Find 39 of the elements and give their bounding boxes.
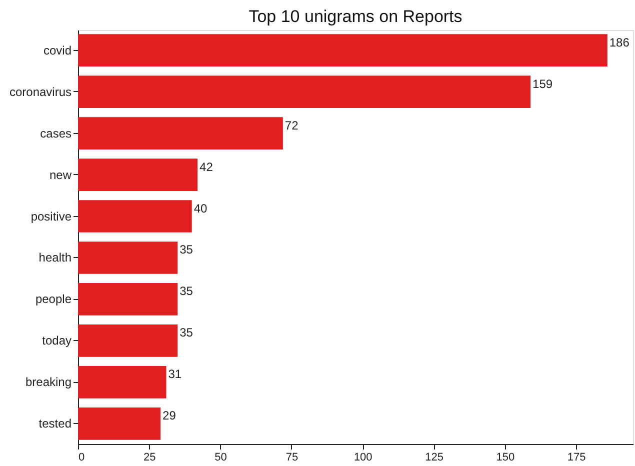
- y-tick-label: new: [49, 168, 72, 182]
- data-label: 31: [168, 367, 182, 382]
- y-tick-label: positive: [30, 209, 72, 224]
- bar: [78, 366, 166, 398]
- x-tick-label: 175: [567, 452, 586, 464]
- x-tick-label: 25: [144, 452, 156, 464]
- bar: [78, 283, 178, 316]
- x-tick-label: 100: [354, 452, 372, 464]
- data-label: 29: [162, 408, 176, 423]
- bar: [78, 200, 192, 232]
- bar: [78, 242, 178, 274]
- chart-title: Top 10 unigrams on Reports: [248, 7, 462, 26]
- data-label: 159: [532, 76, 553, 91]
- bar: [78, 407, 161, 440]
- y-tick-label: today: [42, 334, 72, 348]
- data-label: 40: [194, 201, 208, 216]
- y-tick-label: cases: [40, 126, 72, 140]
- bar: [78, 76, 531, 108]
- x-tick-label: 75: [286, 452, 298, 464]
- data-label: 42: [200, 160, 214, 174]
- x-tick-label: 50: [214, 452, 227, 464]
- data-label: 35: [180, 326, 194, 340]
- data-label: 72: [284, 118, 299, 132]
- y-tick-label: coronavirus: [9, 84, 72, 99]
- y-tick-label: people: [35, 292, 72, 306]
- bar: [78, 158, 198, 191]
- bar: [78, 34, 608, 67]
- y-tick-label: breaking: [25, 375, 72, 390]
- data-label: 186: [609, 35, 630, 50]
- y-tick-label: tested: [38, 416, 72, 431]
- y-tick-label: health: [38, 250, 72, 265]
- x-tick-label: 0: [78, 452, 85, 464]
- bar: [78, 324, 178, 357]
- data-label: 35: [180, 284, 194, 298]
- data-label: 35: [180, 242, 194, 257]
- bar: [78, 117, 283, 150]
- y-tick-label: covid: [43, 43, 72, 58]
- x-tick-label: 125: [425, 452, 444, 464]
- x-tick-label: 150: [496, 452, 515, 464]
